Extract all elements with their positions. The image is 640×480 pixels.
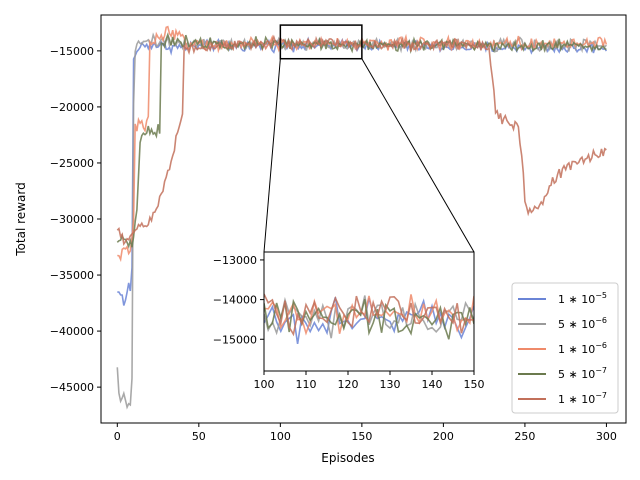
legend: 1 ∗ 10−5 5 ∗ 10−6 1 ∗ 10−6 5 ∗ 10−7 1 ∗ 10−7: [511, 282, 619, 414]
inset-x-tick-label: 120: [338, 378, 359, 391]
y-tick-label: −15000: [50, 45, 94, 58]
legend-label: 5 ∗ 10−6: [558, 316, 607, 331]
inset-y-ticks: −15000 −14000 −13000: [213, 254, 264, 346]
zoom-box: [279, 24, 363, 60]
series-line-5: [116, 34, 607, 247]
legend-label: 1 ∗ 10−7: [558, 391, 607, 406]
zoom-connector-left: [263, 58, 281, 253]
y-tick-label: −40000: [50, 325, 94, 338]
legend-entries: 1 ∗ 10−5 5 ∗ 10−6 1 ∗ 10−6 5 ∗ 10−7 1 ∗ 10−7: [518, 291, 607, 406]
x-tick-label: 150: [351, 430, 372, 443]
inset-series-lines: [264, 293, 474, 345]
y-tick-label: −30000: [50, 213, 94, 226]
inset-x-tick-label: 130: [380, 378, 401, 391]
inset-series-line-4: [264, 298, 474, 340]
main-x-ticks: 0 50 100 150 200 250 300: [114, 423, 617, 443]
inset-y-tick-label: −15000: [213, 333, 257, 346]
inset-x-tick-label: 150: [464, 378, 485, 391]
inset-series-line-5: [264, 293, 474, 337]
legend-label: 5 ∗ 10−7: [558, 366, 607, 381]
zoom-indicator: [263, 24, 475, 253]
y-tick-label: −25000: [50, 157, 94, 170]
x-tick-label: 300: [596, 430, 617, 443]
inset-axes-frame: [263, 251, 475, 372]
inset-x-tick-label: 100: [254, 378, 275, 391]
zoom-connector-right: [361, 58, 475, 253]
y-axis-label: Total reward: [14, 182, 28, 256]
inset-x-tick-label: 140: [422, 378, 443, 391]
x-tick-label: 0: [114, 430, 121, 443]
y-tick-label: −45000: [50, 381, 94, 394]
x-axis-label: Episodes: [321, 451, 374, 465]
x-tick-label: 100: [270, 430, 291, 443]
inset-x-ticks: 100 110 120 130 140 150: [254, 371, 485, 391]
series-line-4: [116, 32, 607, 249]
x-tick-label: 50: [192, 430, 206, 443]
inset-y-tick-label: −13000: [213, 254, 257, 267]
inset-y-tick-label: −14000: [213, 294, 257, 307]
main-axes-frame: [100, 14, 627, 424]
series-line-3: [117, 25, 608, 263]
y-tick-label: −35000: [50, 269, 94, 282]
legend-box: [511, 282, 619, 414]
inset-x-tick-label: 110: [296, 378, 317, 391]
x-tick-label: 250: [514, 430, 535, 443]
main-y-ticks: −45000 −40000 −35000 −30000 −25000 −20000 −150…: [50, 45, 101, 394]
legend-label: 1 ∗ 10−5: [558, 291, 607, 306]
x-tick-label: 200: [433, 430, 454, 443]
y-tick-label: −20000: [50, 101, 94, 114]
inset-plot: 100 110 120 130 140 150 −15000 −14000 −13000: [213, 251, 485, 391]
legend-label: 1 ∗ 10−6: [558, 341, 607, 356]
